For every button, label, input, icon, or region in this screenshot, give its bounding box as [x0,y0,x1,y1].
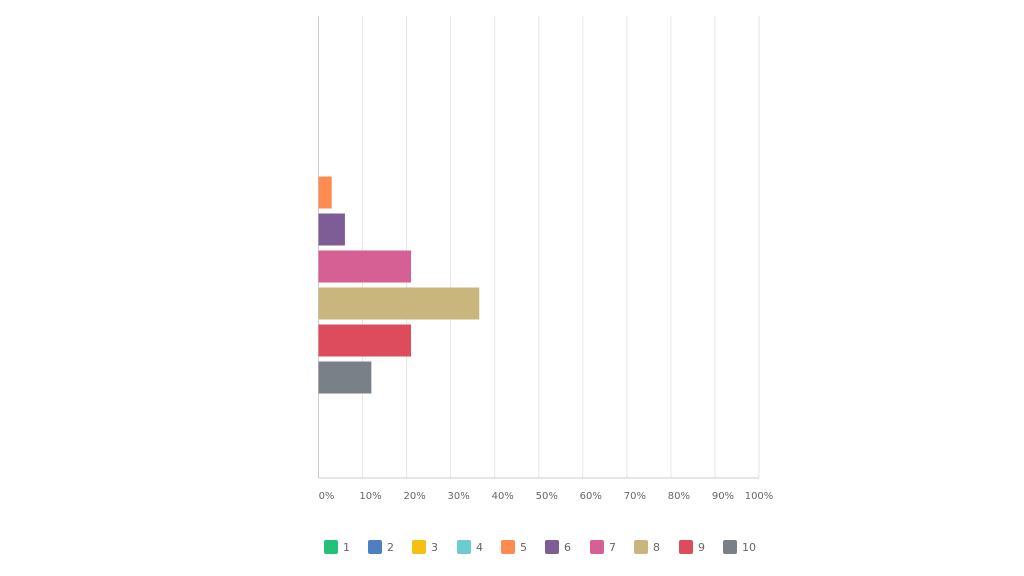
x-tick-label: 80% [668,491,690,502]
legend-label: 8 [653,541,660,554]
legend-swatch [368,540,382,554]
legend-item-7[interactable]: 7 [590,540,616,554]
legend-label: 10 [742,541,756,554]
x-tick-label: 60% [580,491,602,502]
legend-label: 4 [476,541,483,554]
x-tick-label: 0% [319,491,335,502]
bar-9[interactable] [318,324,412,357]
x-tick-label: 10% [359,491,381,502]
x-tick-label: 20% [403,491,425,502]
legend-item-3[interactable]: 3 [412,540,438,554]
legend-swatch [545,540,559,554]
legend-label: 1 [343,541,350,554]
legend-label: 3 [431,541,438,554]
legend-item-9[interactable]: 9 [679,540,705,554]
legend-swatch [723,540,737,554]
legend-label: 9 [698,541,705,554]
bars [318,176,480,394]
x-tick-label: 100% [745,491,774,502]
bar-5[interactable] [318,176,332,209]
legend-swatch [679,540,693,554]
legend-swatch [457,540,471,554]
legend-label: 6 [564,541,571,554]
legend-item-1[interactable]: 1 [324,540,350,554]
legend: 1 2 3 4 5 6 7 8 9 10 [324,540,756,554]
legend-item-4[interactable]: 4 [457,540,483,554]
legend-item-10[interactable]: 10 [723,540,756,554]
x-tick-label: 30% [448,491,470,502]
legend-label: 2 [387,541,394,554]
bar-6[interactable] [318,213,345,246]
legend-item-8[interactable]: 8 [634,540,660,554]
x-tick-label: 50% [536,491,558,502]
legend-swatch [634,540,648,554]
x-tick-label: 90% [712,491,734,502]
x-tick-label: 70% [624,491,646,502]
gridlines [362,16,760,478]
legend-item-6[interactable]: 6 [545,540,571,554]
legend-item-2[interactable]: 2 [368,540,394,554]
bar-8[interactable] [318,287,480,320]
axes [318,16,759,479]
bar-7[interactable] [318,250,412,283]
legend-swatch [324,540,338,554]
legend-label: 7 [609,541,616,554]
legend-swatch [501,540,515,554]
x-tick-label: 40% [492,491,514,502]
x-tick-labels: 0% 10% 20% 30% 40% 50% 60% 70% 80% 90% 100% [319,491,774,502]
legend-swatch [412,540,426,554]
legend-item-5[interactable]: 5 [501,540,527,554]
legend-swatch [590,540,604,554]
bar-10[interactable] [318,361,372,394]
legend-label: 5 [520,541,527,554]
